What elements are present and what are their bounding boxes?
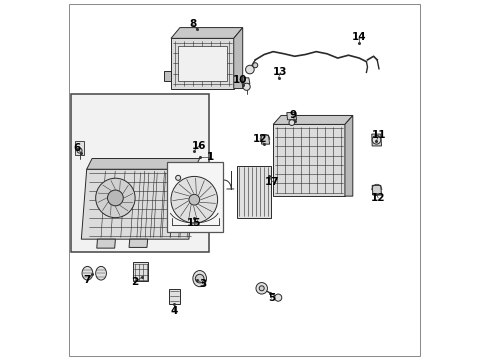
- Polygon shape: [81, 169, 194, 239]
- Polygon shape: [187, 184, 199, 194]
- Ellipse shape: [82, 266, 93, 280]
- Circle shape: [259, 286, 264, 291]
- Text: 15: 15: [187, 218, 201, 228]
- Text: 11: 11: [371, 130, 386, 140]
- Bar: [178, 46, 226, 81]
- Ellipse shape: [192, 271, 206, 287]
- Polygon shape: [187, 205, 199, 216]
- Text: 9: 9: [289, 111, 296, 121]
- Polygon shape: [171, 28, 242, 39]
- Text: 12: 12: [370, 193, 385, 203]
- Polygon shape: [86, 158, 199, 169]
- Circle shape: [107, 190, 123, 206]
- Text: 16: 16: [191, 141, 206, 151]
- Bar: [133, 262, 148, 281]
- Bar: [167, 162, 223, 232]
- Text: 2: 2: [131, 277, 139, 287]
- Text: 3: 3: [199, 279, 206, 289]
- Polygon shape: [371, 185, 381, 195]
- Circle shape: [288, 120, 294, 126]
- Text: 8: 8: [188, 19, 196, 29]
- Bar: [75, 140, 84, 155]
- Text: 12: 12: [252, 134, 266, 144]
- Circle shape: [171, 176, 217, 223]
- Circle shape: [195, 274, 203, 283]
- Circle shape: [243, 83, 250, 90]
- Polygon shape: [371, 134, 381, 146]
- Text: 1: 1: [206, 152, 214, 162]
- Polygon shape: [242, 78, 249, 84]
- Polygon shape: [286, 113, 296, 120]
- Polygon shape: [129, 239, 147, 247]
- Polygon shape: [97, 239, 115, 248]
- Polygon shape: [233, 28, 242, 89]
- Bar: [70, 94, 208, 252]
- Bar: [236, 166, 270, 218]
- Circle shape: [255, 283, 267, 294]
- Polygon shape: [163, 71, 171, 81]
- Circle shape: [77, 148, 82, 153]
- Text: 13: 13: [273, 67, 287, 77]
- Text: 6: 6: [73, 143, 80, 153]
- Polygon shape: [260, 135, 269, 144]
- Circle shape: [274, 294, 281, 301]
- Circle shape: [96, 178, 135, 218]
- Text: 14: 14: [351, 32, 366, 41]
- Circle shape: [188, 194, 199, 205]
- Polygon shape: [273, 116, 352, 125]
- Text: 17: 17: [264, 177, 279, 187]
- Circle shape: [371, 135, 380, 144]
- Polygon shape: [344, 116, 352, 196]
- Text: 7: 7: [83, 275, 90, 285]
- Polygon shape: [171, 39, 233, 89]
- Text: 10: 10: [232, 75, 246, 85]
- Circle shape: [245, 65, 254, 74]
- Text: 5: 5: [267, 293, 274, 303]
- Text: 4: 4: [170, 306, 177, 316]
- Ellipse shape: [96, 266, 106, 280]
- Bar: [169, 289, 180, 304]
- Circle shape: [175, 175, 180, 180]
- Polygon shape: [273, 125, 344, 196]
- Circle shape: [252, 63, 257, 68]
